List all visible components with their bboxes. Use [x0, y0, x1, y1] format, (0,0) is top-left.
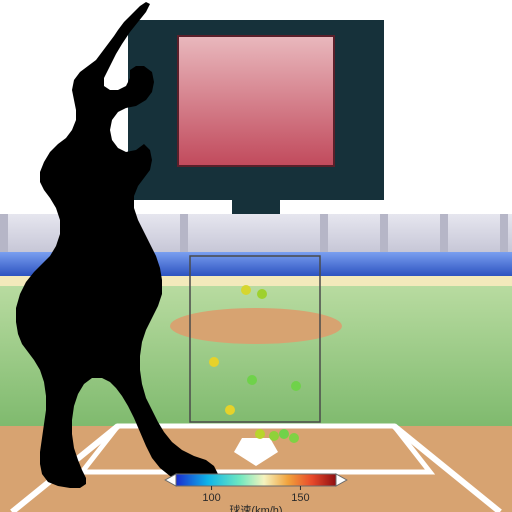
- stand-pillar: [0, 214, 8, 252]
- scoreboard-screen: [178, 36, 334, 166]
- pitch-marker: [255, 429, 265, 439]
- stand-pillar: [320, 214, 328, 252]
- stand-pillar: [380, 214, 388, 252]
- pitch-marker: [279, 429, 289, 439]
- stand-pillar: [440, 214, 448, 252]
- stand-pillar: [180, 214, 188, 252]
- colorbar-tick-label: 150: [291, 492, 309, 504]
- pitch-marker: [257, 289, 267, 299]
- stand-pillar: [500, 214, 508, 252]
- pitch-marker: [289, 433, 299, 443]
- pitch-marker: [209, 357, 219, 367]
- pitchers-mound: [170, 308, 342, 344]
- pitch-marker: [241, 285, 251, 295]
- pitch-marker: [247, 375, 257, 385]
- colorbar-bar: [176, 474, 336, 486]
- colorbar-tick-label: 100: [202, 492, 220, 504]
- colorbar-label: 球速(km/h): [229, 503, 282, 512]
- pitch-location-chart: 100 150 球速(km/h): [0, 0, 512, 512]
- pitch-marker: [291, 381, 301, 391]
- pitch-marker: [269, 431, 279, 441]
- pitch-marker: [225, 405, 235, 415]
